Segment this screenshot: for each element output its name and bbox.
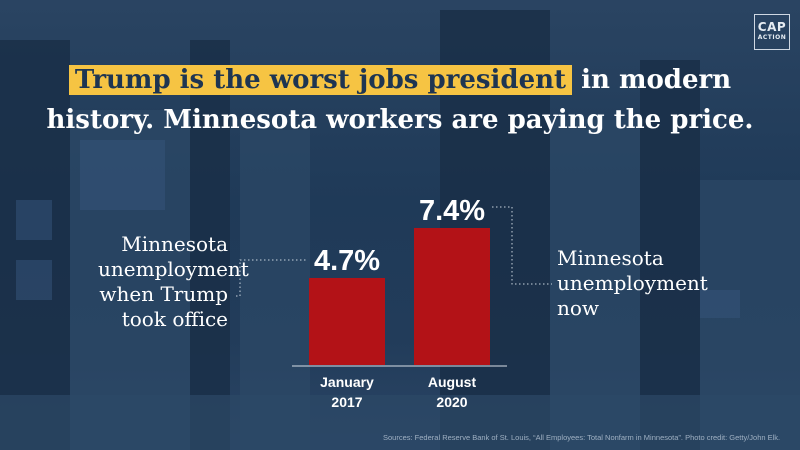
bar-1 bbox=[309, 277, 385, 365]
annotation-left-line: unemployment bbox=[98, 257, 249, 281]
connector-left bbox=[236, 259, 306, 297]
annotation-right-line: now bbox=[557, 296, 600, 320]
category-label-2-line-1: August bbox=[428, 374, 477, 390]
annotation-right-line: Minnesota bbox=[557, 246, 664, 270]
annotation-left-line: when Trump bbox=[99, 282, 228, 306]
title-line2: history. Minnesota workers are paying th… bbox=[46, 105, 754, 135]
chart-title: Trump is the worst jobs president in mod… bbox=[0, 60, 800, 140]
connector-right bbox=[492, 206, 552, 285]
bar-2 bbox=[414, 228, 490, 365]
category-label-1-line-2: 2017 bbox=[331, 394, 362, 410]
logo-subtext: ACTION bbox=[757, 34, 787, 41]
title-highlight: Trump is the worst jobs president bbox=[68, 65, 573, 95]
value-label-1: 4.7% bbox=[314, 245, 380, 277]
category-label-2-line-2: 2020 bbox=[436, 394, 467, 410]
annotation-right-line: unemployment bbox=[557, 271, 708, 295]
annotation-right: Minnesota unemployment now bbox=[557, 246, 737, 321]
annotation-left-line: took office bbox=[121, 307, 228, 331]
value-label-2: 7.4% bbox=[419, 195, 485, 227]
category-label-1-line-1: January bbox=[320, 374, 374, 390]
cap-action-logo: CAP ACTION bbox=[754, 14, 790, 50]
annotation-left-line: Minnesota bbox=[121, 232, 228, 256]
title-line1-rest: in modern bbox=[572, 65, 732, 95]
logo-text: CAP bbox=[757, 20, 787, 34]
source-note: Sources: Federal Reserve Bank of St. Lou… bbox=[383, 433, 781, 442]
annotation-left: Minnesota unemployment when Trump took o… bbox=[98, 232, 249, 332]
